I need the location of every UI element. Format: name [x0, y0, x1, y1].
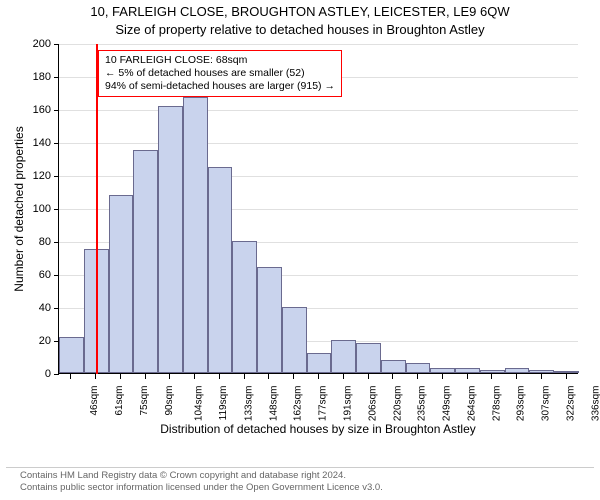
- chart-title-line1: 10, FARLEIGH CLOSE, BROUGHTON ASTLEY, LE…: [0, 4, 600, 19]
- xtick-mark: [491, 374, 492, 379]
- histogram-bar: [158, 106, 183, 373]
- xtick-label: 61sqm: [114, 386, 125, 416]
- ytick-label: 140: [21, 137, 51, 149]
- xtick-label: 206sqm: [367, 386, 378, 422]
- ytick-mark: [54, 143, 59, 144]
- xtick-label: 249sqm: [442, 386, 453, 422]
- ytick-mark: [54, 209, 59, 210]
- xtick-mark: [392, 374, 393, 379]
- xtick-mark: [244, 374, 245, 379]
- histogram-bar: [232, 241, 257, 373]
- ytick-mark: [54, 176, 59, 177]
- annotation-line1: 10 FARLEIGH CLOSE: 68sqm: [105, 54, 335, 67]
- histogram-bar: [59, 337, 84, 373]
- xtick-mark: [343, 374, 344, 379]
- ytick-label: 100: [21, 203, 51, 215]
- ytick-label: 40: [21, 302, 51, 314]
- xtick-mark: [293, 374, 294, 379]
- xtick-label: 307sqm: [541, 386, 552, 422]
- histogram-bar: [133, 150, 158, 373]
- xtick-label: 336sqm: [590, 386, 600, 422]
- histogram-bar: [381, 360, 406, 373]
- xtick-mark: [467, 374, 468, 379]
- histogram-bar: [307, 353, 332, 373]
- xtick-mark: [566, 374, 567, 379]
- ytick-mark: [54, 77, 59, 78]
- footer-line2: Contains public sector information licen…: [20, 482, 592, 494]
- xtick-label: 133sqm: [244, 386, 255, 422]
- xtick-mark: [516, 374, 517, 379]
- chart-container: 10, FARLEIGH CLOSE, BROUGHTON ASTLEY, LE…: [0, 0, 600, 500]
- histogram-bar: [331, 340, 356, 373]
- ytick-mark: [54, 374, 59, 375]
- ytick-label: 20: [21, 335, 51, 347]
- x-axis-label: Distribution of detached houses by size …: [58, 422, 578, 436]
- xtick-mark: [70, 374, 71, 379]
- xtick-mark: [442, 374, 443, 379]
- histogram-bar: [282, 307, 307, 373]
- xtick-label: 191sqm: [343, 386, 354, 422]
- xtick-label: 162sqm: [293, 386, 304, 422]
- xtick-mark: [194, 374, 195, 379]
- ytick-label: 60: [21, 269, 51, 281]
- histogram-bar: [183, 97, 208, 373]
- ytick-label: 0: [21, 368, 51, 380]
- xtick-label: 278sqm: [491, 386, 502, 422]
- gridline: [59, 143, 578, 144]
- xtick-mark: [169, 374, 170, 379]
- annotation-line3: 94% of semi-detached houses are larger (…: [105, 80, 335, 93]
- xtick-mark: [368, 374, 369, 379]
- xtick-mark: [417, 374, 418, 379]
- histogram-bar: [554, 371, 579, 373]
- histogram-bar: [406, 363, 431, 373]
- annotation-box: 10 FARLEIGH CLOSE: 68sqm ← 5% of detache…: [98, 50, 342, 97]
- ytick-label: 160: [21, 104, 51, 116]
- chart-area: Number of detached properties Distributi…: [58, 44, 578, 414]
- gridline: [59, 110, 578, 111]
- footer-text: Contains HM Land Registry data © Crown c…: [20, 470, 592, 494]
- xtick-label: 90sqm: [164, 386, 175, 416]
- xtick-label: 75sqm: [139, 386, 150, 416]
- ytick-label: 80: [21, 236, 51, 248]
- xtick-mark: [541, 374, 542, 379]
- xtick-mark: [219, 374, 220, 379]
- annotation-line2: ← 5% of detached houses are smaller (52): [105, 67, 335, 80]
- ytick-label: 120: [21, 170, 51, 182]
- histogram-bar: [356, 343, 381, 373]
- ytick-label: 200: [21, 38, 51, 50]
- histogram-bar: [505, 368, 530, 373]
- ytick-mark: [54, 242, 59, 243]
- histogram-bar: [208, 167, 233, 373]
- footer-line1: Contains HM Land Registry data © Crown c…: [20, 470, 592, 482]
- ytick-mark: [54, 110, 59, 111]
- xtick-mark: [318, 374, 319, 379]
- footer-divider: [6, 467, 594, 468]
- ytick-mark: [54, 308, 59, 309]
- chart-title-line2: Size of property relative to detached ho…: [0, 22, 600, 37]
- gridline: [59, 44, 578, 45]
- xtick-label: 264sqm: [466, 386, 477, 422]
- xtick-label: 148sqm: [268, 386, 279, 422]
- xtick-label: 46sqm: [89, 386, 100, 416]
- ytick-mark: [54, 275, 59, 276]
- ytick-mark: [54, 44, 59, 45]
- xtick-label: 119sqm: [218, 386, 229, 421]
- histogram-bar: [109, 195, 134, 373]
- xtick-mark: [120, 374, 121, 379]
- xtick-label: 293sqm: [516, 386, 527, 422]
- xtick-label: 220sqm: [392, 386, 403, 422]
- xtick-label: 177sqm: [318, 386, 329, 422]
- histogram-bar: [480, 370, 505, 373]
- xtick-mark: [268, 374, 269, 379]
- histogram-bar: [430, 368, 455, 373]
- xtick-label: 104sqm: [194, 386, 205, 422]
- xtick-mark: [95, 374, 96, 379]
- histogram-bar: [257, 267, 282, 373]
- histogram-bar: [529, 370, 554, 373]
- histogram-bar: [455, 368, 480, 373]
- ytick-label: 180: [21, 71, 51, 83]
- xtick-mark: [145, 374, 146, 379]
- xtick-label: 322sqm: [565, 386, 576, 422]
- xtick-label: 235sqm: [417, 386, 428, 422]
